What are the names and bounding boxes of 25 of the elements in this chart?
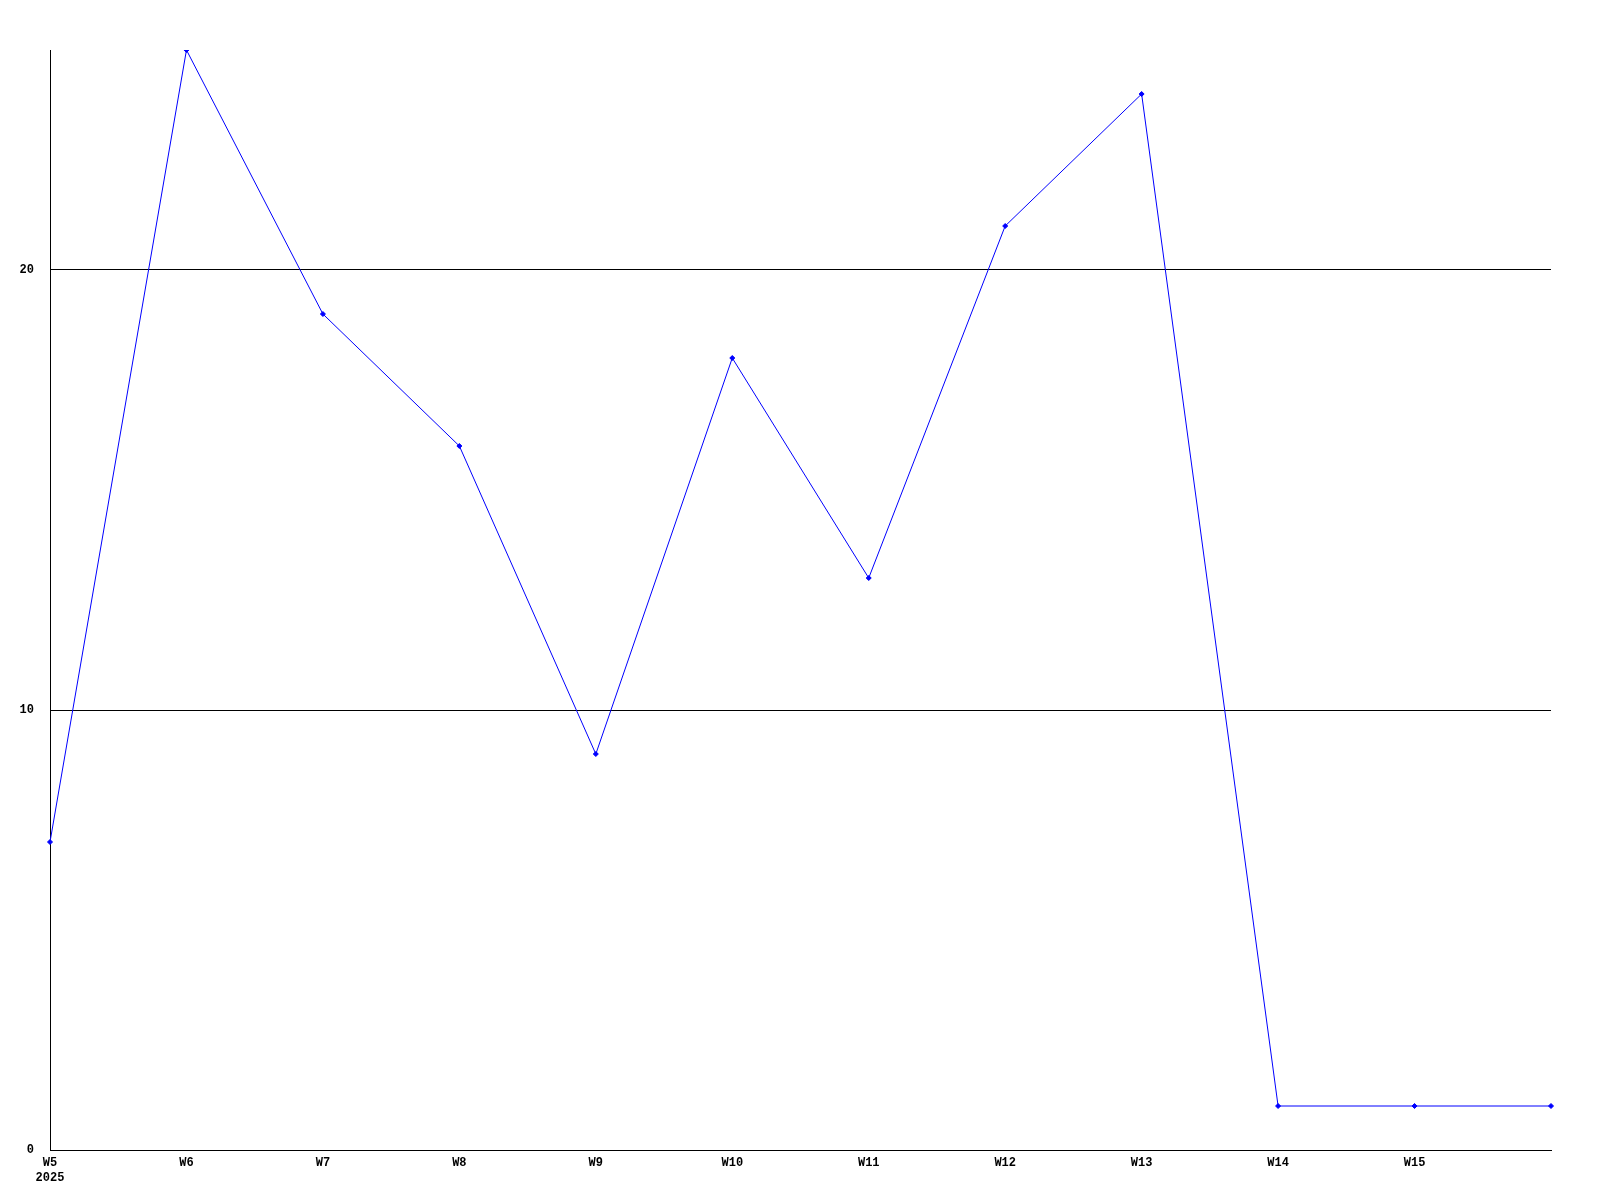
- point: [1002, 223, 1009, 229]
- point: [47, 839, 53, 845]
- y-tick-label: 0: [26, 1143, 34, 1158]
- point: [319, 311, 326, 317]
- x-tick-label: W8: [452, 1156, 467, 1171]
- x-tick-label: W9: [588, 1156, 604, 1171]
- x-tick-label: W5 2025: [35, 1156, 65, 1185]
- point: [865, 575, 872, 581]
- x-tick-label: W11: [857, 1156, 880, 1171]
- x-tick-label: W13: [1130, 1156, 1153, 1171]
- point: [1548, 1103, 1554, 1109]
- x-tick-label: W10: [721, 1156, 744, 1171]
- x-tick-label: W15: [1403, 1156, 1426, 1171]
- x-tick-label: W12: [994, 1156, 1016, 1171]
- point: [729, 355, 736, 361]
- y-tick-label: 20: [19, 263, 34, 278]
- y-tick-label: 10: [19, 703, 34, 718]
- x-tick-label: W14: [1267, 1156, 1289, 1171]
- point: [592, 751, 599, 757]
- x-tick-label: W7: [315, 1156, 331, 1171]
- point: [1411, 1103, 1418, 1109]
- x-tick-label: W6: [179, 1156, 194, 1171]
- point: [1138, 91, 1145, 97]
- point: [1275, 1103, 1282, 1109]
- point: [456, 443, 463, 449]
